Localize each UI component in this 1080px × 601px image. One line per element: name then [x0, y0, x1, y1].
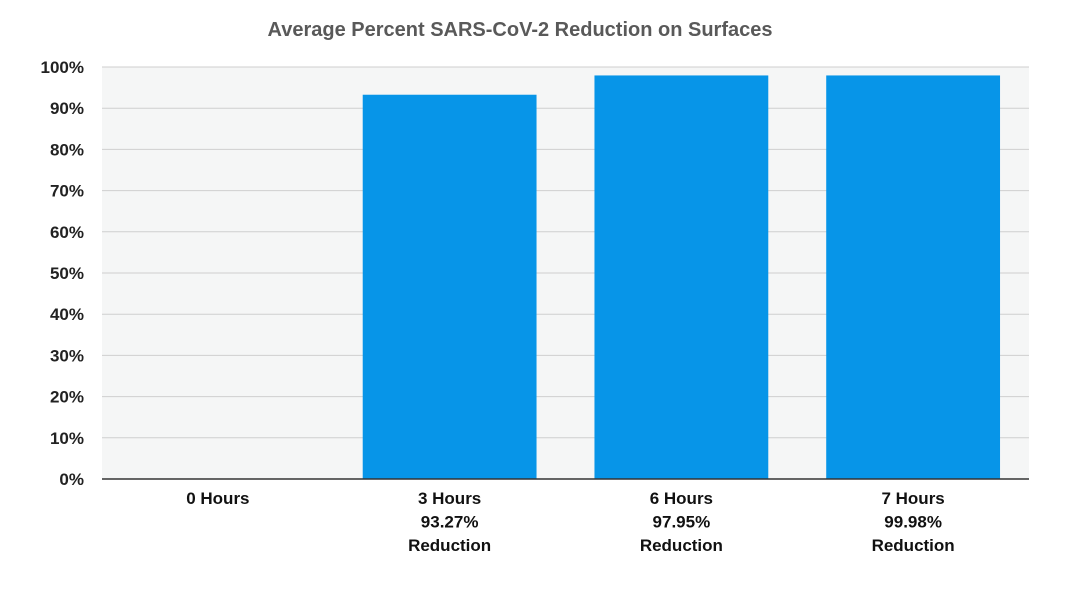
- y-tick-label: 20%: [50, 388, 84, 407]
- y-tick-label: 40%: [50, 305, 84, 324]
- bar: [362, 94, 537, 479]
- y-tick-label: 0%: [59, 470, 84, 489]
- x-tick-labels: 0 Hours 3 Hours 93.27% Reduction 6 Hours 97.9…: [186, 489, 954, 555]
- y-tick-label: 70%: [50, 182, 84, 201]
- y-tick-label: 90%: [50, 99, 84, 118]
- x-tick-label: 0 Hours: [186, 489, 249, 508]
- chart-title: Average Percent SARS-CoV-2 Reduction on …: [268, 19, 773, 41]
- y-tick-label: 30%: [50, 346, 84, 365]
- y-tick-label: 100%: [41, 58, 84, 77]
- bar: [594, 75, 769, 480]
- x-tick-label: 7 Hours 99.98% Reduction: [872, 489, 955, 555]
- x-tick-label: 6 Hours 97.95% Reduction: [640, 489, 723, 555]
- bars: [362, 75, 1001, 480]
- bar: [826, 75, 1001, 480]
- x-tick-label: 3 Hours 93.27% Reduction: [408, 489, 491, 555]
- y-tick-label: 10%: [50, 429, 84, 448]
- y-tick-label: 80%: [50, 140, 84, 159]
- y-tick-label: 60%: [50, 223, 84, 242]
- y-tick-labels: 0% 10% 20% 30% 40% 50% 60% 70% 80% 90% 100%: [41, 58, 84, 489]
- y-tick-label: 50%: [50, 264, 84, 283]
